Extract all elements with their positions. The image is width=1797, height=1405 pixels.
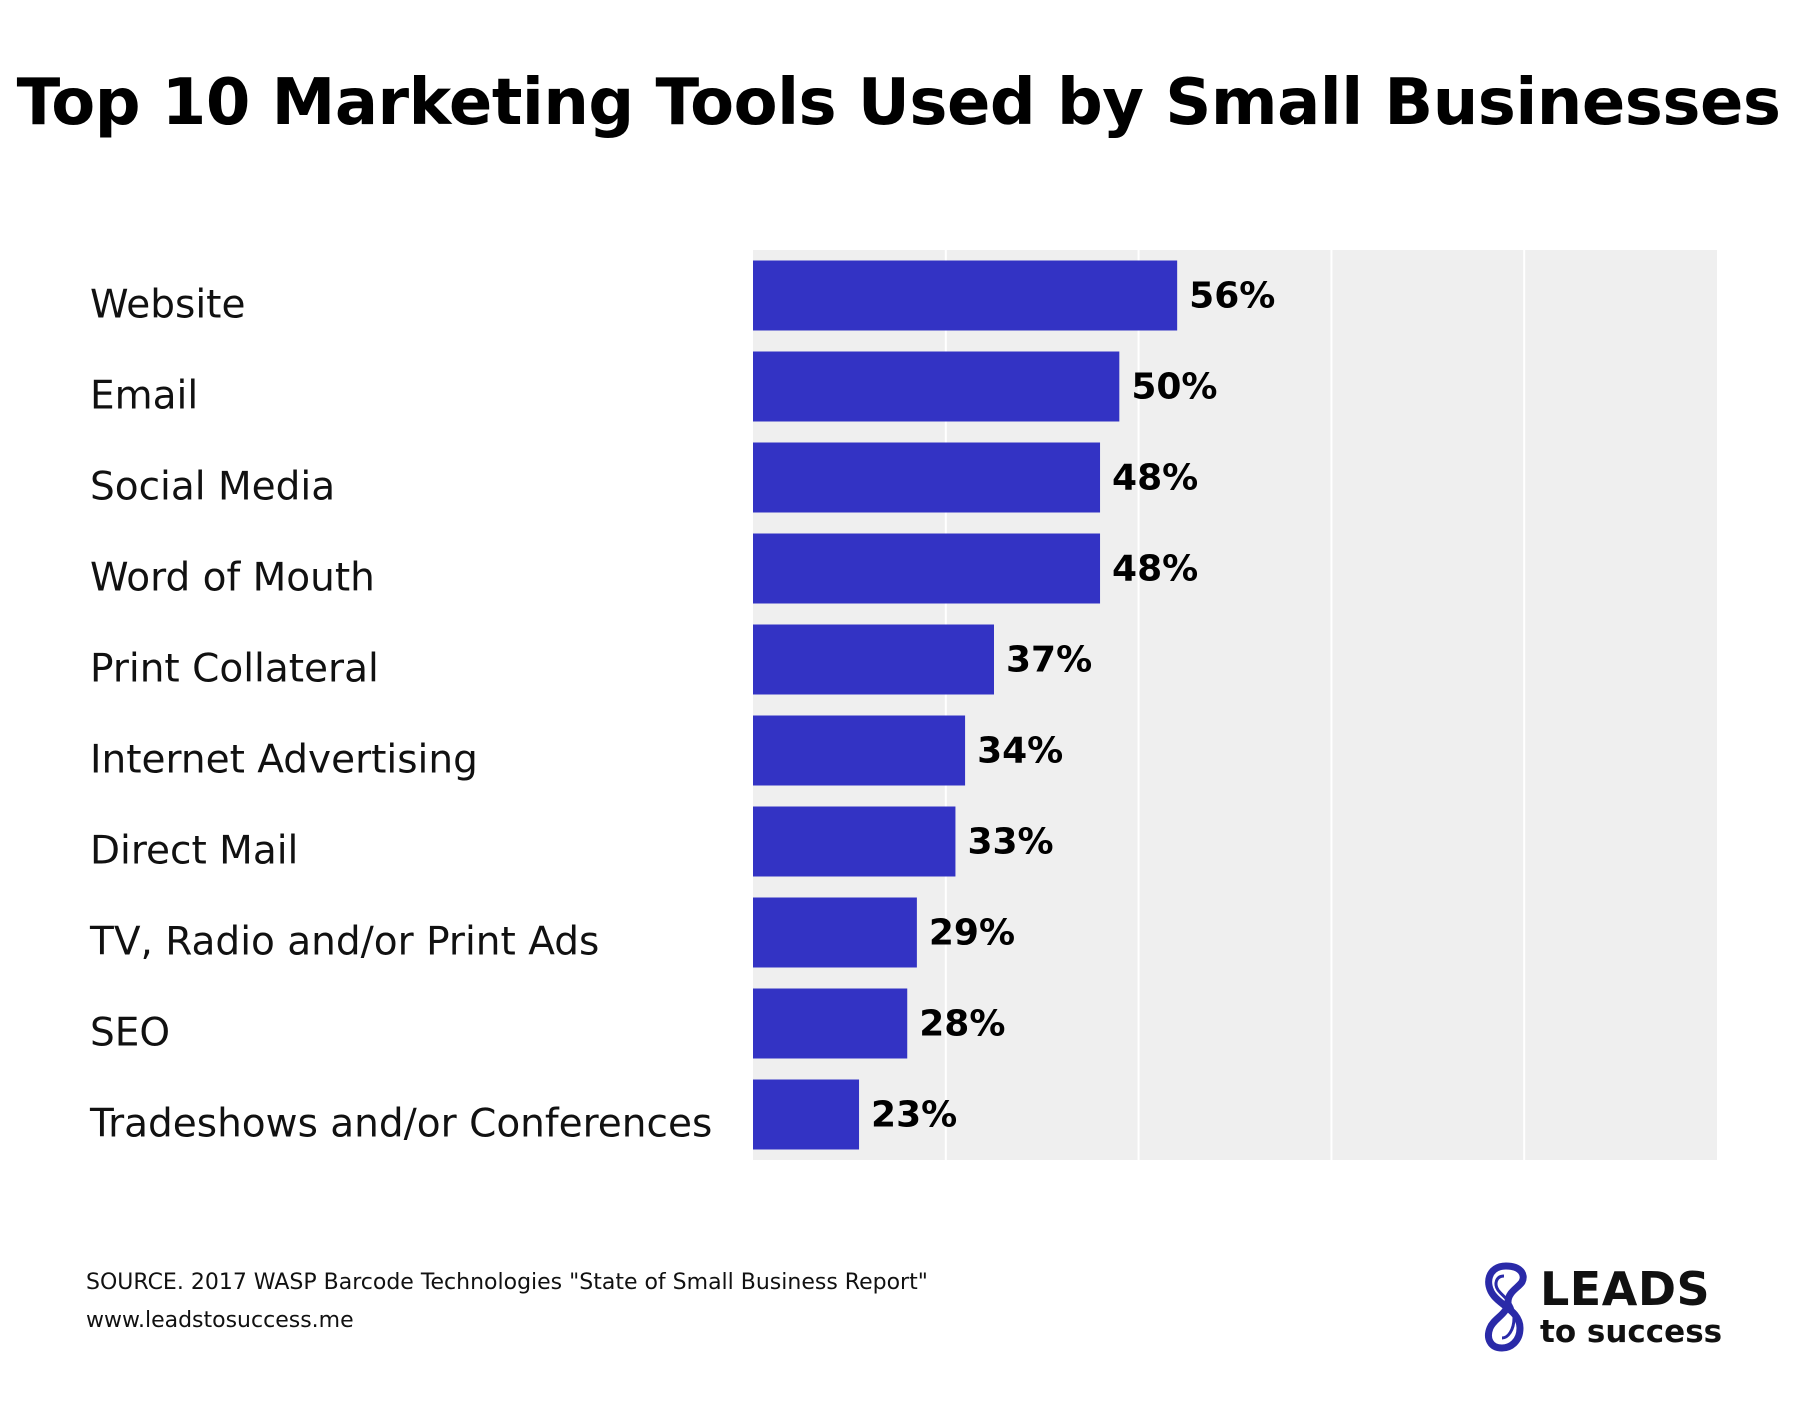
value-labels: 56% 50% 48% 48% 37% 34% 33% 29% 28% 23% [871,276,1275,1136]
category-label: Email [90,374,198,419]
chart-title: Top 10 Marketing Tools Used by Small Bus… [16,66,1781,140]
category-label: Word of Mouth [90,556,375,601]
brand-logo: LEADS to success [1478,1262,1738,1352]
bar [753,442,1101,513]
value-label: 48% [1112,549,1198,590]
bar [753,715,966,786]
value-label: 50% [1131,367,1217,408]
bar [753,1079,860,1150]
value-label: 56% [1189,276,1275,317]
bar [753,988,908,1059]
category-label: Tradeshows and/or Conferences [89,1102,712,1147]
value-label: 48% [1112,458,1198,499]
source-note: SOURCE. 2017 WASP Barcode Technologies "… [86,1270,928,1295]
category-labels: Website Email Social Media Word of Mouth Pri… [89,283,712,1147]
category-label: Internet Advertising [90,738,478,783]
bar [753,624,994,695]
logo-top-text: LEADS [1540,1262,1711,1316]
value-label: 23% [871,1095,957,1136]
bar [753,533,1101,604]
category-label: Direct Mail [90,829,298,874]
value-label: 33% [967,822,1053,863]
category-label: Print Collateral [90,647,379,692]
value-label: 28% [919,1004,1005,1045]
bar [753,897,917,968]
bar [753,351,1120,422]
value-label: 34% [977,731,1063,772]
bar [753,260,1178,331]
value-label: 37% [1006,640,1092,681]
website-url[interactable]: www.leadstosuccess.me [86,1308,354,1333]
value-label: 29% [929,913,1015,954]
category-label: Website [90,283,245,328]
bars [753,260,1178,1150]
infinity-loop-icon [1485,1262,1527,1352]
category-label: TV, Radio and/or Print Ads [89,920,599,965]
bar [753,806,956,877]
logo-bottom-text: to success [1540,1314,1723,1350]
category-label: SEO [90,1011,170,1056]
category-label: Social Media [90,465,335,510]
